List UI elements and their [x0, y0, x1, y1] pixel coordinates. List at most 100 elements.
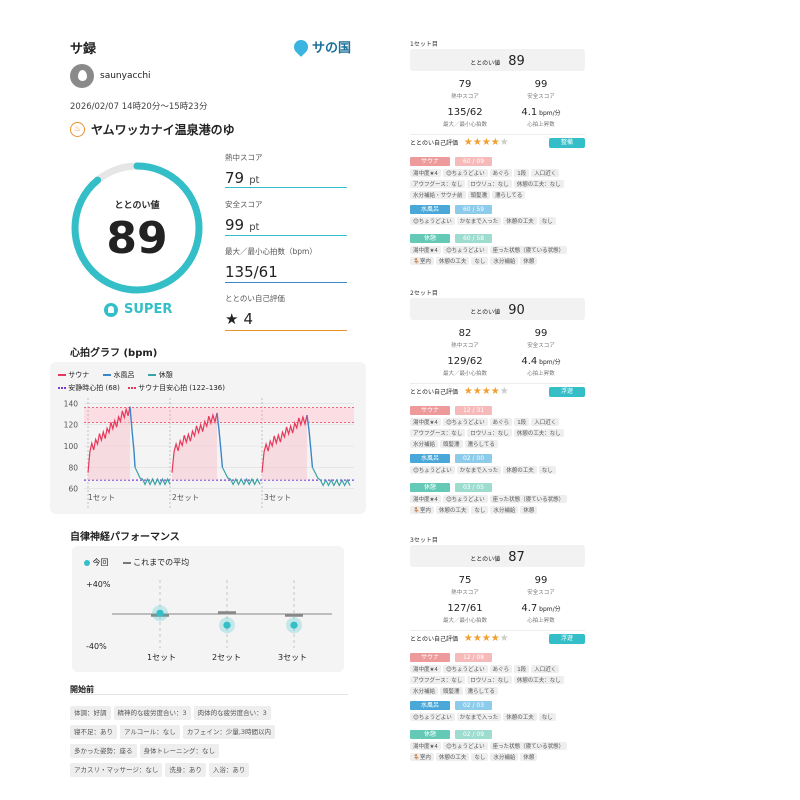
drop-avatar-icon — [78, 70, 87, 81]
rank-badge: SUPER — [104, 302, 172, 317]
detail-tag: 水分補給 — [410, 687, 439, 695]
score-gauge: ととのい値 89 — [67, 158, 207, 298]
detail-tag: 水分補給・サウナ前 — [410, 191, 466, 199]
detail-tag: なし — [538, 217, 556, 225]
detail-tag: 休憩の工夫：なし — [513, 676, 564, 684]
detail-tag: 水分補給 — [410, 440, 439, 448]
water-line — [129, 406, 136, 468]
condition-tag: 肉体的な疲労度合い：3 — [193, 706, 271, 720]
detail-tag: かなまで入った — [456, 217, 502, 225]
before-title: 開始前 — [70, 685, 94, 694]
sauna-chip: サウナ — [410, 653, 450, 662]
condition-badge[interactable]: 浮遊 — [549, 634, 585, 644]
metric-heat: 熱中スコア 79 pt — [225, 152, 347, 188]
detail-tag: 休憩の工夫 — [503, 217, 537, 225]
sauna-chip: サウナ — [410, 406, 450, 415]
set-stat: 4.1 bpm/分 心拍上昇数 — [521, 107, 561, 128]
sauna-tags: 湯中度★4 😊ちょうどよい あぐら 1段 入口近くアウフグース：なし ロウリュ：なし 休憩の… — [410, 418, 585, 451]
detail-tag: 😊ちょうどよい — [442, 665, 488, 673]
session-datetime: 2026/02/07 14時20分～15時23分 — [70, 102, 208, 112]
metric-value: 79 — [225, 169, 245, 187]
condition-tag: アカスリ・マッサージ：なし — [70, 763, 163, 777]
metric-value: 135/61 — [225, 263, 278, 281]
autonomic-card: 今回 これまでの平均 +40% -40% 1セット 2セット 3セット — [72, 546, 344, 672]
detail-tag: 1段 — [514, 665, 530, 673]
detail-tag: 😊ちょうどよい — [442, 742, 488, 750]
set-stat: 75 熱中スコア — [451, 575, 479, 596]
star-icon: ★ — [499, 137, 509, 148]
rest-tags: 湯中度★4 😊ちょうどよい 座った状態（寝ている状態） 🪑室内 休憩の工夫 なし 水分補給休… — [410, 742, 585, 764]
detail-tag: 休憩 — [520, 753, 538, 761]
water-tags: 😊ちょうどよい かなまで入った 休憩の工夫 なし — [410, 466, 585, 477]
detail-tag: あぐら — [489, 169, 513, 177]
y-tick-label: 140 — [64, 399, 79, 408]
metric-value: 99 — [225, 216, 245, 234]
detail-tag: 頭髪濡 — [440, 687, 463, 695]
condition-tag: 身体トレーニング：なし — [139, 744, 219, 758]
legend-rest: 休憩 — [148, 370, 173, 380]
sauna-tags: 湯中度★4 😊ちょうどよい あぐら 1段 入口近くアウフグース：なし ロウリュ：なし 休憩の… — [410, 665, 585, 698]
water-time-chip: 02 / 03 — [455, 701, 492, 710]
set-header: 3セット目 — [410, 537, 438, 544]
set-score-value: 87 — [508, 550, 525, 565]
set-stat: 99 安全スコア — [527, 575, 555, 596]
star-icon: ★ — [472, 137, 482, 148]
rest-line — [221, 467, 261, 486]
detail-tag: 湯中度★4 — [410, 742, 441, 750]
legend-rest-hr: 安静時心拍 (68) — [58, 383, 120, 393]
set-score-label: ととのい値 — [470, 60, 501, 67]
detail-tag: 水分補給 — [490, 506, 519, 514]
user-name[interactable]: saunyacchi — [100, 71, 151, 81]
metric-label: 熱中スコア — [225, 153, 263, 162]
condition-tag: 入浴：あり — [208, 763, 250, 777]
set-score-label: ととのい値 — [470, 556, 501, 563]
set-header: 1セット目 — [410, 41, 438, 48]
star-icon: ★ — [481, 386, 491, 397]
detail-tag: 🪑室内 — [410, 753, 434, 761]
set-header: 2セット目 — [410, 290, 438, 297]
autonomic-legend: 今回 これまでの平均 — [84, 557, 189, 568]
hot-spring-icon: ♨ — [70, 122, 85, 137]
star-icon: ★ — [490, 137, 500, 148]
detail-tag: 入口近く — [531, 418, 560, 426]
sauna-time-chip: 60 / 09 — [455, 157, 492, 166]
detail-tag: 1段 — [514, 169, 530, 177]
axis-max-label: +40% — [86, 580, 111, 589]
detail-tag: 休憩の工夫 — [435, 257, 470, 265]
legend-now: 今回 — [84, 557, 109, 568]
set-score-box: ととのい値 87 — [410, 545, 585, 567]
detail-tag: 入口近く — [531, 169, 560, 177]
self-eval-row: ととのい自己評価 ★★★★★ 整備 — [410, 138, 585, 150]
metric-unit: pt — [249, 175, 260, 186]
detail-tag: 休憩の工夫 — [503, 713, 537, 721]
detail-tag: 湯中度★4 — [410, 665, 441, 673]
water-line — [306, 414, 314, 468]
metric-unit: pt — [249, 222, 260, 233]
water-chip: 水風呂 — [410, 701, 450, 710]
divider — [70, 694, 348, 695]
facility-row[interactable]: ♨ ヤムワッカナイ温泉港のゆ — [70, 121, 235, 138]
metric-label: 最大／最小心拍数（bpm） — [225, 247, 317, 256]
set-divider — [410, 383, 585, 384]
condition-badge[interactable]: 整備 — [549, 138, 585, 148]
set-card: 1セット目 ととのい値 89 79 熱中スコア 99 安全スコア 135/62 最大／… — [410, 39, 585, 279]
detail-tag: 濡らしてる — [464, 687, 498, 695]
detail-tag: なし — [538, 713, 556, 721]
sauna-area — [262, 415, 307, 481]
heart-chart: 140 120 100 80 60 — [64, 398, 354, 509]
avatar[interactable] — [70, 64, 94, 88]
detail-tag: なし — [471, 257, 489, 265]
now-marker — [156, 609, 164, 617]
detail-tag: ロウリュ：なし — [467, 676, 512, 684]
water-tags: 😊ちょうどよい かなまで入った 休憩の工夫 なし — [410, 713, 585, 724]
detail-tag: 1段 — [514, 418, 530, 426]
detail-tag: 入口近く — [531, 665, 560, 673]
detail-tag: 休憩の工夫 — [435, 753, 470, 761]
detail-tag: 休憩 — [520, 257, 538, 265]
rest-chip: 休憩 — [410, 483, 450, 492]
detail-tag: 🪑室内 — [410, 257, 434, 265]
metric-label: ととのい自己評価 — [225, 294, 285, 303]
set-stat: 99 安全スコア — [527, 328, 555, 349]
self-eval-label: ととのい自己評価 — [410, 636, 458, 643]
condition-badge[interactable]: 浮遊 — [549, 387, 585, 397]
